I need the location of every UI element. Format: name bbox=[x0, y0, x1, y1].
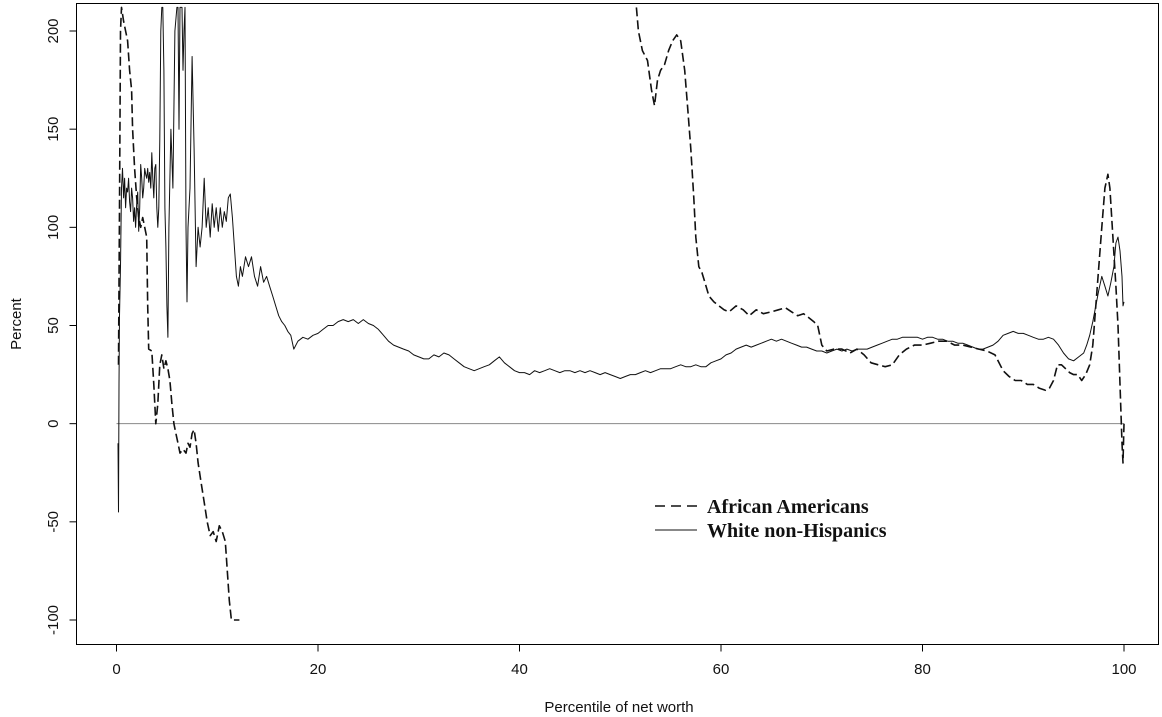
x-axis: 0 20 40 60 80 100 bbox=[112, 644, 1137, 678]
y-tick-label: 150 bbox=[45, 117, 62, 142]
plot-frame bbox=[76, 3, 1159, 645]
series-line-african-americans bbox=[117, 6, 1125, 621]
y-tick-label: 50 bbox=[45, 317, 62, 334]
legend-label-white-non-hispanics: White non-Hispanics bbox=[707, 520, 887, 542]
y-axis: -100 -50 0 50 100 150 200 bbox=[45, 18, 77, 635]
x-tick-label: 20 bbox=[310, 661, 327, 678]
legend: African Americans White non-Hispanics bbox=[655, 496, 887, 542]
x-tick-label: 0 bbox=[112, 661, 120, 678]
y-tick-label: -50 bbox=[45, 511, 62, 533]
x-axis-title: Percentile of net worth bbox=[544, 699, 693, 716]
y-tick-label: 100 bbox=[45, 215, 62, 240]
series-layer bbox=[117, 6, 1125, 621]
x-tick-label: 40 bbox=[511, 661, 528, 678]
series-line-white-non-hispanics bbox=[117, 6, 1125, 513]
x-tick-label: 60 bbox=[713, 661, 730, 678]
x-tick-label: 80 bbox=[914, 661, 931, 678]
y-tick-label: 0 bbox=[45, 419, 62, 427]
x-tick-label: 100 bbox=[1111, 661, 1136, 678]
y-axis-title: Percent bbox=[8, 297, 25, 350]
y-tick-label: -100 bbox=[45, 605, 62, 635]
legend-label-african-americans: African Americans bbox=[707, 496, 869, 518]
y-tick-label: 200 bbox=[45, 18, 62, 43]
